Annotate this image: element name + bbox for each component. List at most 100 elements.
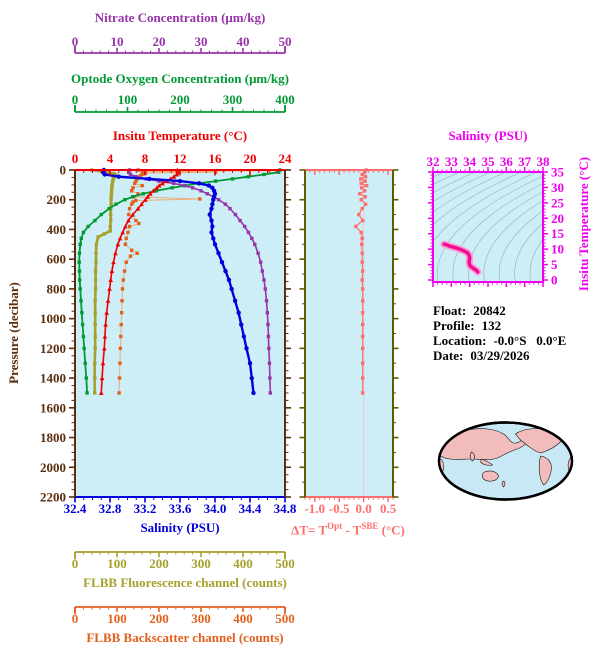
fluorescence-ruler: 0 100 200 300 400 500 <box>72 551 295 571</box>
tick-label: 0 <box>72 92 79 107</box>
tick-label: 400 <box>233 556 253 571</box>
delta-label-sup: SBE <box>361 521 379 531</box>
tick-label: 30 <box>195 34 208 49</box>
tick-label: 38 <box>537 154 551 169</box>
tick-label: 400 <box>47 222 67 237</box>
delta-t-series <box>354 168 369 395</box>
tick-label: 33.2 <box>134 501 157 516</box>
tick-label: 10 <box>111 34 124 49</box>
tick-label: 30 <box>551 180 564 195</box>
tick-label: 600 <box>47 252 67 267</box>
tick-label: 34.0 <box>204 501 227 516</box>
tick-label: 200 <box>170 92 190 107</box>
plot-backgrounds <box>75 170 543 497</box>
tick-label: 37 <box>518 154 532 169</box>
main-plot-frame <box>69 169 291 503</box>
tick-label: 33.6 <box>169 501 192 516</box>
delta-panel-frame <box>299 169 399 502</box>
tick-label: 300 <box>191 556 211 571</box>
pressure-axis-title: Pressure (decibar) <box>6 282 21 384</box>
float-id-line: Float: 20842 <box>433 303 566 318</box>
tick-label: -0.5 <box>329 501 350 516</box>
tick-label: 10 <box>551 242 564 257</box>
world-map <box>437 421 574 501</box>
tick-label: 0 <box>72 556 79 571</box>
tick-label: 500 <box>275 611 295 626</box>
tick-label: 300 <box>191 611 211 626</box>
tick-label: 20 <box>153 34 166 49</box>
tick-label: 16 <box>209 151 223 166</box>
profile-number-value: 132 <box>481 318 502 333</box>
backscatter-axis-title: FLBB Backscatter channel (counts) <box>86 630 284 645</box>
tick-label: 4 <box>107 151 114 166</box>
tick-label: 20 <box>244 151 257 166</box>
delta-label-part: - T <box>342 522 362 538</box>
nitrate-axis-title: Nitrate Concentration (μm/kg) <box>94 10 266 25</box>
oxygen-ruler: 0 100 200 300 400 <box>72 92 295 113</box>
tick-label: 32 <box>427 154 440 169</box>
ts-float-track <box>440 240 482 276</box>
float-id-value: 20842 <box>473 303 506 318</box>
tick-label: 34.4 <box>239 501 262 516</box>
float-info-block: Float: 20842 Profile: 132 Location: -0.0°S … <box>433 303 566 363</box>
tick-label: 34 <box>463 154 477 169</box>
float-id-label: Float: <box>433 303 467 318</box>
delta-t-axis-title: ΔT= TOpt - TSBE (°C) <box>278 519 418 537</box>
delta-label-sup: Opt <box>327 521 343 531</box>
tick-label: 25 <box>551 195 565 210</box>
tick-label: 34.8 <box>274 501 297 516</box>
tick-label: 0 <box>60 163 67 178</box>
tick-label: 0 <box>72 151 79 166</box>
fluorescence-axis-title: FLBB Fluorescence channel (counts) <box>83 575 287 590</box>
oxygen-axis-title: Optode Oxygen Concentration (μm/kg) <box>71 71 289 86</box>
delta-label-part: (°C) <box>378 522 405 538</box>
location-value: -0.0°S 0.0°E <box>493 333 567 348</box>
nitrate-ruler: 0 10 20 30 40 50 <box>72 34 292 54</box>
tick-label: 35 <box>482 154 496 169</box>
tick-label: 200 <box>149 556 169 571</box>
tick-label: 1200 <box>40 341 66 356</box>
location-line: Location: -0.0°S 0.0°E <box>433 333 566 348</box>
tick-label: 35 <box>551 165 565 180</box>
ts-temperature-axis-title: Insitu Temperature (°C) <box>576 156 591 292</box>
date-line: Date: 03/29/2026 <box>433 348 566 363</box>
tick-label: 1000 <box>40 311 66 326</box>
tick-label: 50 <box>279 34 292 49</box>
tick-label: 5 <box>551 257 558 272</box>
tick-label: 1400 <box>40 371 66 386</box>
tick-label: 1800 <box>40 430 66 445</box>
tick-label: 500 <box>275 556 295 571</box>
tick-label: 12 <box>174 151 187 166</box>
tick-label: 36 <box>500 154 514 169</box>
tick-label: 0.5 <box>380 501 397 516</box>
tick-label: 2200 <box>40 490 66 505</box>
tick-label: 100 <box>118 92 138 107</box>
tick-label: 200 <box>47 192 67 207</box>
tick-label: 800 <box>47 281 67 296</box>
tick-label: 20 <box>551 211 564 226</box>
series-salinity <box>100 167 256 396</box>
tick-label: 200 <box>149 611 169 626</box>
tick-label: 8 <box>142 151 149 166</box>
date-label: Date: <box>433 348 464 363</box>
profile-series <box>77 167 282 396</box>
tick-label: 15 <box>551 226 565 241</box>
tick-label: 2000 <box>40 460 66 475</box>
tick-label: 0.0 <box>356 501 372 516</box>
tick-label: 32.8 <box>99 501 122 516</box>
tick-label: 0 <box>72 611 79 626</box>
tick-label: 100 <box>107 611 127 626</box>
tick-label: 0 <box>72 34 79 49</box>
tick-label: 400 <box>233 611 253 626</box>
tick-label: -1.0 <box>304 501 325 516</box>
tick-label: 300 <box>223 92 243 107</box>
salinity-axis-title: Salinity (PSU) <box>140 520 220 535</box>
tick-label: 32.4 <box>64 501 87 516</box>
tick-label: 0 <box>551 273 558 288</box>
ts-salinity-axis-title: Salinity (PSU) <box>448 128 528 143</box>
ts-panel-frame <box>428 167 548 287</box>
date-value: 03/29/2026 <box>470 348 530 363</box>
profile-number-line: Profile: 132 <box>433 318 566 333</box>
